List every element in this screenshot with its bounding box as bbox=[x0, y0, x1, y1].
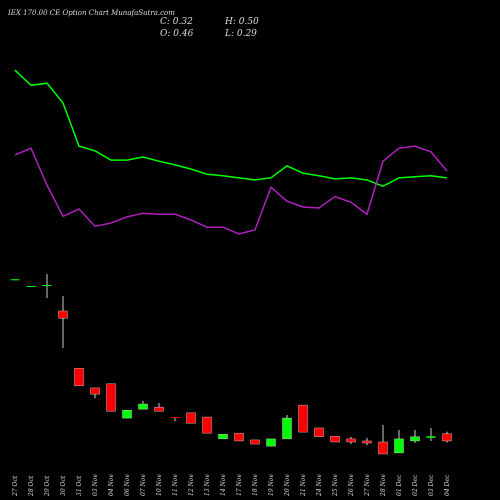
candle-body bbox=[138, 403, 148, 410]
candle-body bbox=[26, 286, 36, 287]
chart-title: IEX 170.00 CE Option Chart MunafaSutra.c… bbox=[7, 9, 175, 17]
x-tick-label: 07 Nov bbox=[140, 474, 147, 496]
x-tick-label: 06 Nov bbox=[124, 474, 131, 496]
x-tick-label: 01 Dec bbox=[396, 474, 403, 496]
x-tick-label: 28 Nov bbox=[380, 474, 387, 497]
candle-body bbox=[266, 438, 276, 447]
candle-body bbox=[346, 438, 356, 443]
candle-body bbox=[106, 383, 116, 412]
indicator-line bbox=[14, 69, 448, 187]
x-tick-label: 14 Nov bbox=[220, 474, 227, 496]
ohlc-info: C: 0.32 bbox=[160, 17, 193, 27]
x-tick-label: 18 Nov bbox=[252, 474, 259, 496]
ohlc-info: H: 0.50 bbox=[224, 17, 259, 27]
x-tick-label: 24 Nov bbox=[316, 474, 323, 497]
x-tick-label: 21 Nov bbox=[300, 474, 307, 497]
candle-body bbox=[202, 416, 212, 434]
candle-body bbox=[330, 436, 340, 443]
x-tick-label: 29 Oct bbox=[44, 475, 51, 497]
x-tick-label: 17 Nov bbox=[236, 474, 243, 496]
candle-body bbox=[74, 367, 84, 387]
x-tick-label: 31 Oct bbox=[76, 475, 83, 496]
x-tick-label: 26 Nov bbox=[348, 474, 355, 497]
x-tick-label: 04 Dec bbox=[444, 474, 451, 496]
candle-body bbox=[154, 406, 164, 412]
candle-body bbox=[426, 436, 436, 438]
candle-body bbox=[42, 284, 52, 286]
x-tick-label: 20 Nov bbox=[284, 474, 291, 497]
candle-body bbox=[218, 434, 228, 440]
ohlc-info: O: 0.46 bbox=[160, 29, 194, 39]
candle-body bbox=[170, 417, 180, 419]
x-tick-label: 13 Nov bbox=[204, 474, 211, 496]
x-tick-label: 03 Dec bbox=[428, 474, 435, 496]
ohlc-info: L: 0.29 bbox=[224, 29, 257, 39]
x-tick-label: 30 Oct bbox=[60, 475, 67, 496]
indicator-line bbox=[14, 145, 448, 235]
candle-body bbox=[10, 279, 20, 281]
x-tick-label: 28 Oct bbox=[28, 475, 35, 497]
candle-body bbox=[250, 439, 260, 445]
x-tick-label: 27 Nov bbox=[364, 474, 371, 497]
x-tick-label: 12 Nov bbox=[188, 474, 195, 496]
candle-body bbox=[362, 440, 372, 444]
candle-body bbox=[314, 427, 324, 437]
candle-body bbox=[234, 432, 244, 442]
candle-body bbox=[394, 438, 404, 454]
candle-body bbox=[410, 436, 420, 442]
candle-body bbox=[298, 404, 308, 433]
x-tick-label: 04 Nov bbox=[108, 474, 115, 496]
x-tick-label: 19 Nov bbox=[268, 474, 275, 496]
candle-body bbox=[58, 310, 68, 319]
candle-body bbox=[90, 387, 100, 395]
candle-body bbox=[442, 433, 452, 442]
candle-body bbox=[282, 417, 292, 440]
x-tick-label: 11 Nov bbox=[172, 474, 179, 496]
candle-body bbox=[186, 412, 196, 424]
x-tick-label: 10 Nov bbox=[156, 474, 163, 496]
candle-body bbox=[122, 410, 132, 419]
x-tick-label: 27 Oct bbox=[12, 475, 19, 497]
x-tick-label: 25 Nov bbox=[332, 474, 339, 497]
x-tick-label: 02 Dec bbox=[412, 474, 419, 496]
candle-body bbox=[378, 441, 388, 455]
x-tick-label: 03 Nov bbox=[92, 474, 99, 496]
